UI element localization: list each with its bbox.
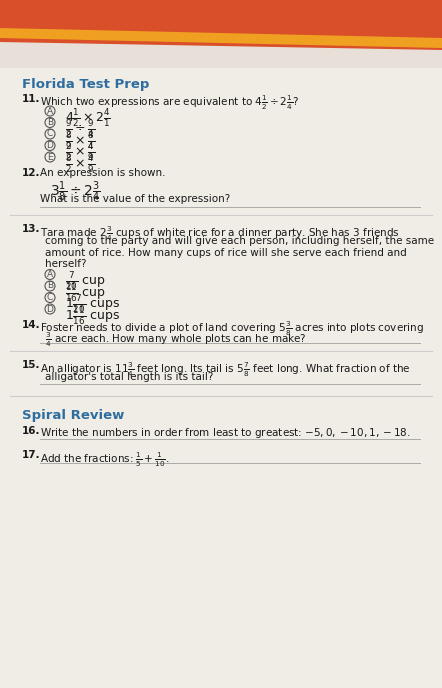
Text: alligator's total length is its tail?: alligator's total length is its tail? xyxy=(45,372,213,382)
Text: herself?: herself? xyxy=(45,259,87,269)
Text: Add the fractions: $\frac{1}{5} + \frac{1}{10}$.: Add the fractions: $\frac{1}{5} + \frac{… xyxy=(40,451,169,469)
Text: What is the value of the expression?: What is the value of the expression? xyxy=(40,195,230,204)
Text: Write the numbers in order from least to greatest: $-5, 0, -10, 1, -18$.: Write the numbers in order from least to… xyxy=(40,427,411,440)
Polygon shape xyxy=(0,0,442,68)
Text: C: C xyxy=(47,293,53,302)
Text: Spiral Review: Spiral Review xyxy=(22,409,124,422)
Text: $3\frac{1}{8} \div 2\frac{3}{4}$: $3\frac{1}{8} \div 2\frac{3}{4}$ xyxy=(50,180,101,204)
Text: 15.: 15. xyxy=(22,361,41,371)
Text: B: B xyxy=(47,281,53,290)
Text: A: A xyxy=(47,107,53,116)
Text: An alligator is $11\frac{3}{4}$ feet long. Its tail is $5\frac{7}{8}$ feet long.: An alligator is $11\frac{3}{4}$ feet lon… xyxy=(40,361,411,379)
Text: C: C xyxy=(47,129,53,138)
Text: $\frac{9}{2} \div \frac{9}{4}$: $\frac{9}{2} \div \frac{9}{4}$ xyxy=(65,118,95,140)
Text: B: B xyxy=(47,118,53,127)
Text: 13.: 13. xyxy=(22,224,41,235)
Text: $1\frac{7}{20}$ cups: $1\frac{7}{20}$ cups xyxy=(65,294,120,315)
Polygon shape xyxy=(0,28,442,48)
Text: $1\frac{11}{16}$ cups: $1\frac{11}{16}$ cups xyxy=(65,305,120,327)
Text: E: E xyxy=(47,153,53,162)
Text: $\frac{7}{20}$ cup: $\frac{7}{20}$ cup xyxy=(65,270,106,292)
Text: 11.: 11. xyxy=(22,94,41,104)
Text: $\frac{9}{2} \times \frac{4}{9}$: $\frac{9}{2} \times \frac{4}{9}$ xyxy=(65,142,95,164)
Text: Florida Test Prep: Florida Test Prep xyxy=(22,78,149,91)
Text: $\frac{8}{2} \times \frac{4}{9}$: $\frac{8}{2} \times \frac{4}{9}$ xyxy=(65,153,95,175)
Polygon shape xyxy=(0,0,442,50)
Text: amount of rice. How many cups of rice will she serve each friend and: amount of rice. How many cups of rice wi… xyxy=(45,248,407,257)
Text: 16.: 16. xyxy=(22,427,41,436)
Text: 14.: 14. xyxy=(22,319,41,330)
Text: Which two expressions are equivalent to $4\frac{1}{2} \div 2\frac{1}{4}$?: Which two expressions are equivalent to … xyxy=(40,94,299,112)
Text: $\frac{11}{16}$ cup: $\frac{11}{16}$ cup xyxy=(65,282,106,304)
Text: coming to the party and will give each person, including herself, the same: coming to the party and will give each p… xyxy=(45,236,434,246)
Text: Foster needs to divide a plot of land covering $5\frac{3}{8}$ acres into plots c: Foster needs to divide a plot of land co… xyxy=(40,319,424,338)
Text: 17.: 17. xyxy=(22,451,41,460)
Text: An expression is shown.: An expression is shown. xyxy=(40,167,165,178)
Text: 12.: 12. xyxy=(22,167,41,178)
Text: D: D xyxy=(46,141,53,150)
Text: $\frac{8}{2} \times \frac{8}{4}$: $\frac{8}{2} \times \frac{8}{4}$ xyxy=(65,130,95,152)
Text: $4\frac{1}{2} \times 2\frac{4}{1}$: $4\frac{1}{2} \times 2\frac{4}{1}$ xyxy=(65,107,111,129)
Text: D: D xyxy=(46,305,53,314)
Text: A: A xyxy=(47,270,53,279)
Text: $\frac{3}{4}$ acre each. How many whole plots can he make?: $\frac{3}{4}$ acre each. How many whole … xyxy=(45,331,307,350)
Text: Tara made $2\frac{3}{4}$ cups of white rice for a dinner party. She has 3 friend: Tara made $2\frac{3}{4}$ cups of white r… xyxy=(40,224,400,243)
